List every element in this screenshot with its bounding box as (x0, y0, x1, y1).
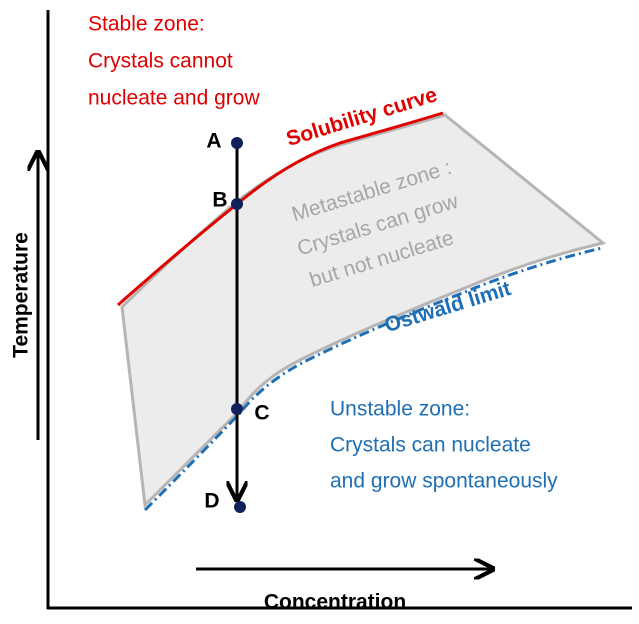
point (231, 403, 243, 415)
point (234, 501, 246, 513)
point (231, 198, 243, 210)
point-label: B (212, 189, 227, 212)
point-label: A (206, 130, 221, 153)
ostwald-curve (143, 246, 603, 512)
unstable-zone-text: Unstable zone: (330, 398, 470, 421)
stable-zone-text: Stable zone: (88, 13, 205, 36)
x-axis-label: Concentration (264, 591, 406, 614)
y-axis-label: Temperature (10, 232, 33, 358)
unstable-zone-text: and grow spontaneously (330, 470, 558, 493)
stable-zone-text: nucleate and grow (88, 87, 260, 110)
stable-zone-text: Crystals cannot (88, 50, 233, 73)
point-label: C (254, 402, 269, 425)
metastable-region (120, 113, 607, 509)
point-label: D (204, 490, 219, 513)
unstable-zone-text: Crystals can nucleate (330, 434, 531, 457)
point (231, 137, 243, 149)
solubility-curve (117, 111, 444, 307)
